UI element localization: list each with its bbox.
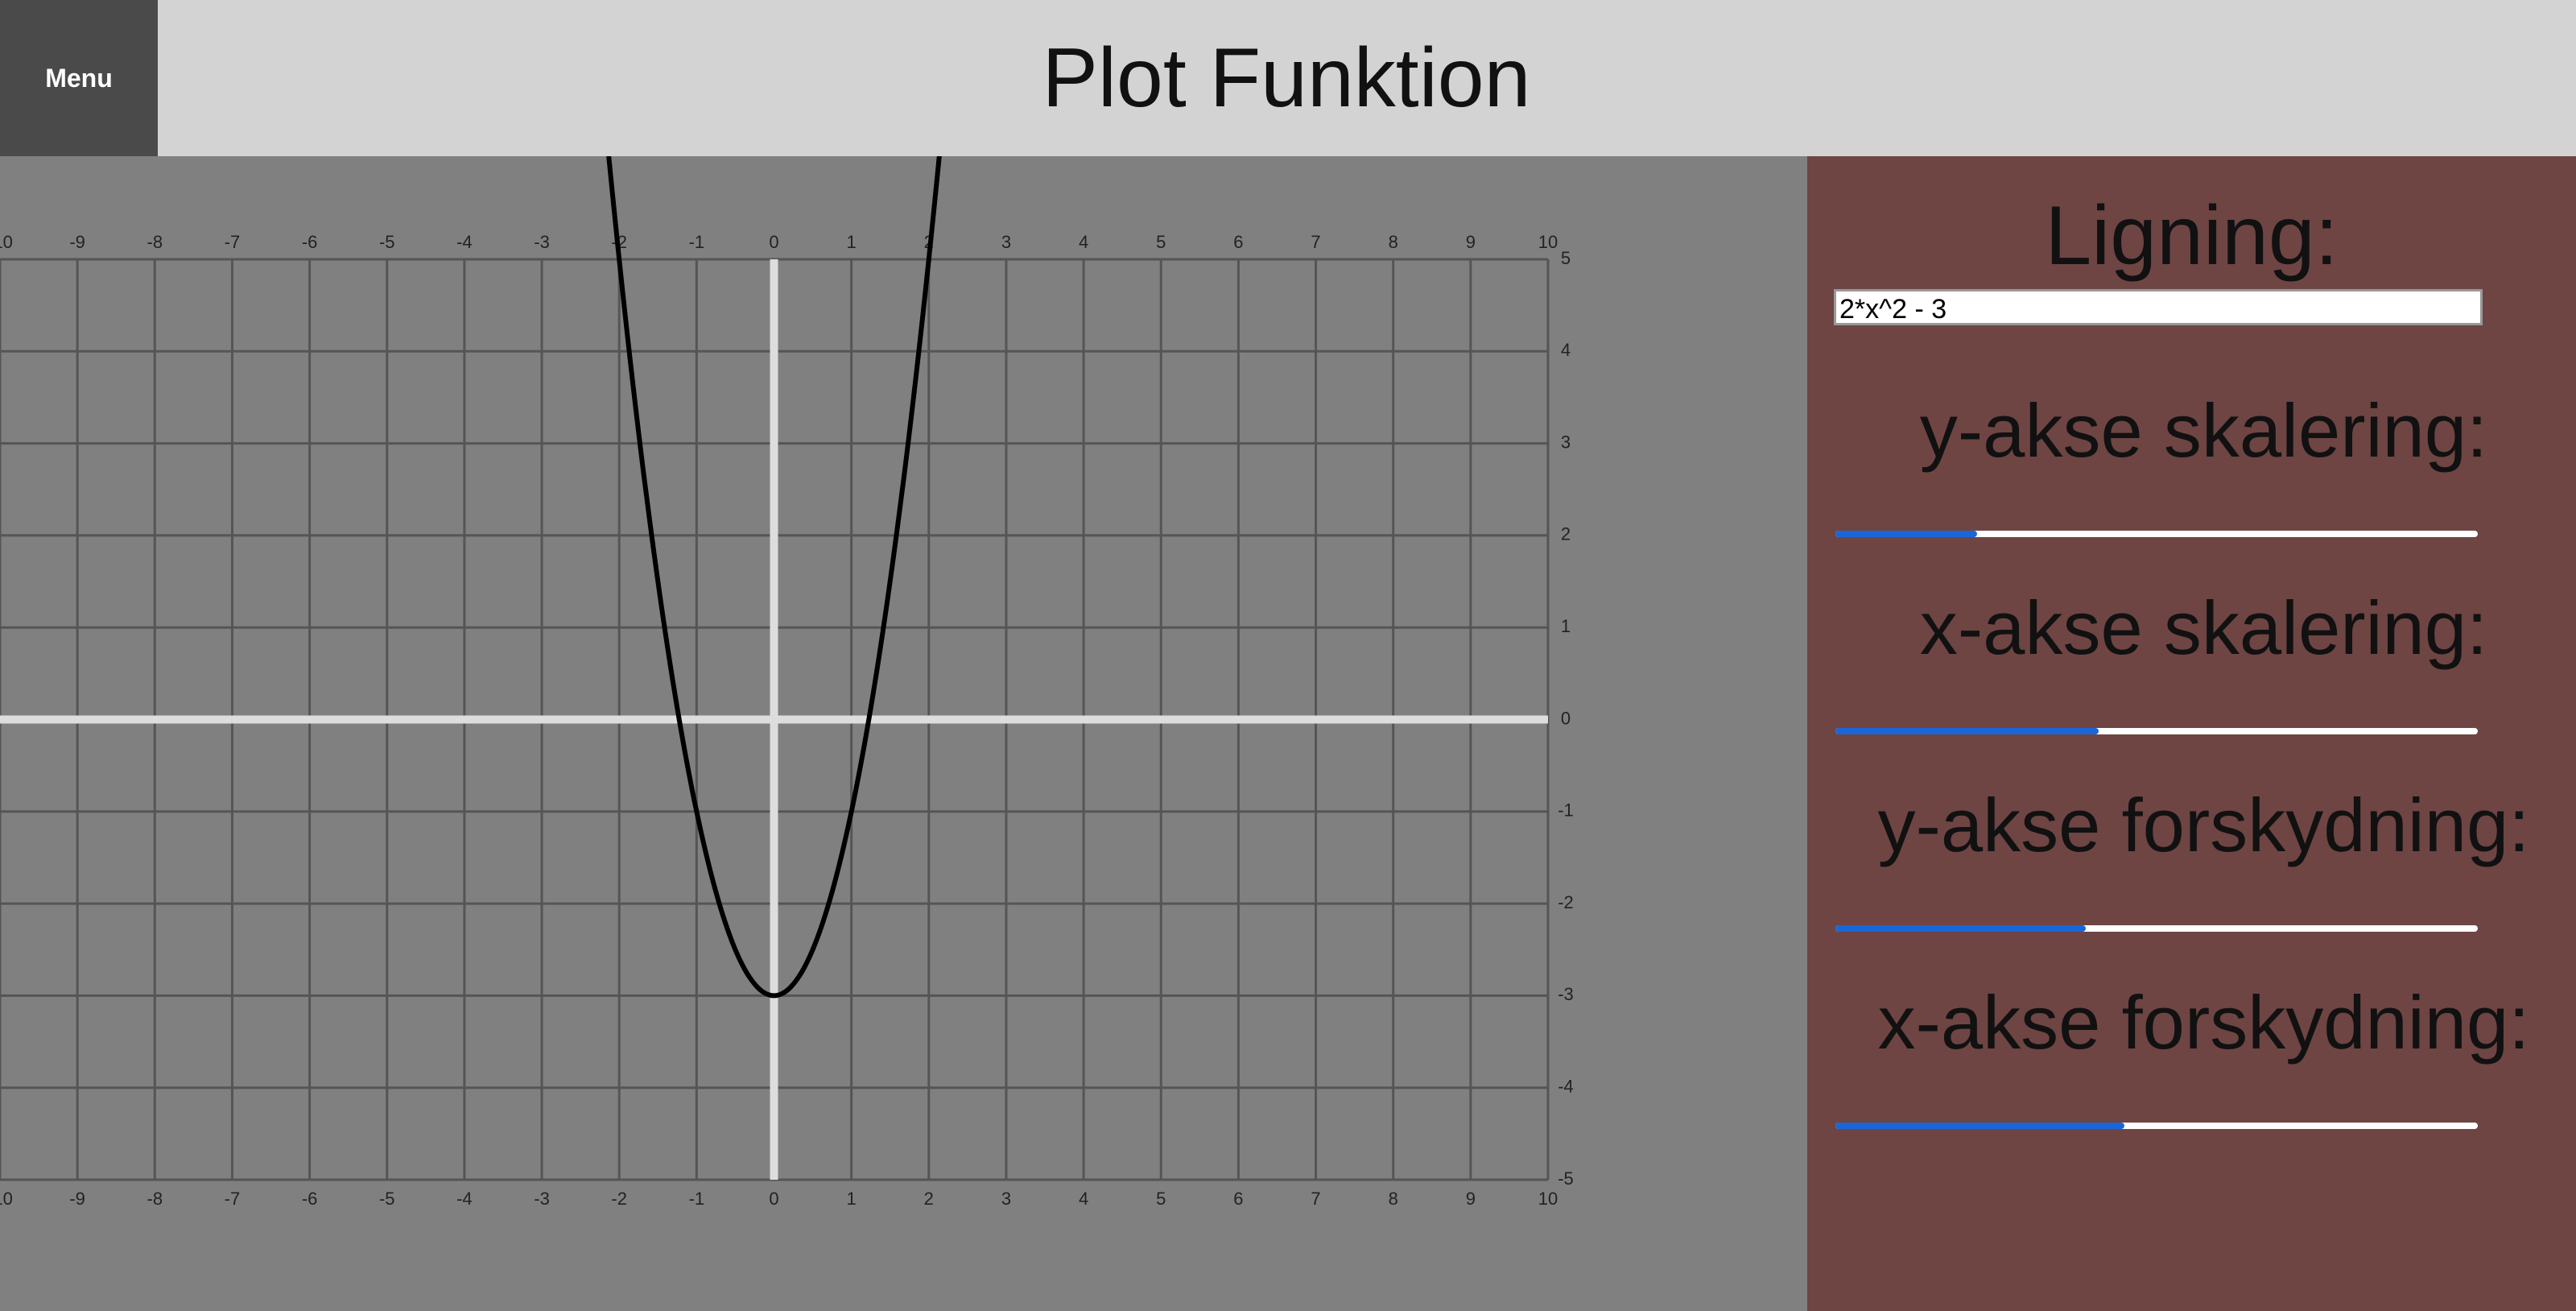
slider[interactable] (1835, 925, 2478, 932)
y-tick-label: 3 (1561, 432, 1571, 452)
slider-fill (1835, 925, 2087, 932)
x-tick-label: -10 (0, 232, 13, 252)
x-tick-label: 3 (1001, 232, 1011, 252)
x-tick-label: -3 (534, 232, 550, 252)
x-tick-label: -2 (611, 1189, 627, 1209)
x-tick-label: -5 (379, 1189, 395, 1209)
x-tick-label: 9 (1466, 232, 1476, 252)
x-tick-label: 8 (1389, 1189, 1398, 1209)
y-tick-label: -5 (1558, 1168, 1574, 1189)
x-tick-label: 5 (1156, 1189, 1166, 1209)
x-tick-label: -3 (534, 1189, 550, 1209)
slider-label: y-akse skalering: (1919, 388, 2488, 473)
slider-label: x-akse skalering: (1919, 585, 2488, 670)
x-tick-label: 10 (1538, 1189, 1558, 1209)
slider-fill (1835, 1123, 2125, 1129)
menu-button[interactable]: Menu (0, 0, 158, 156)
x-tick-label: 6 (1233, 1189, 1243, 1209)
equation-label: Ligning: (2045, 189, 2339, 283)
x-tick-label: 7 (1311, 1189, 1320, 1209)
x-tick-label: 1 (847, 232, 857, 252)
curve (606, 156, 942, 999)
x-tick-label: -8 (147, 1189, 163, 1209)
y-tick-label: -4 (1558, 1077, 1574, 1097)
y-tick-label: -2 (1558, 892, 1574, 912)
x-tick-label: -1 (689, 232, 705, 252)
y-tick-label: 2 (1561, 524, 1571, 544)
slider-label: x-akse forskydning: (1877, 980, 2530, 1065)
x-tick-label: -4 (456, 1189, 473, 1209)
x-tick-label: 4 (1079, 1189, 1088, 1209)
slider[interactable] (1835, 728, 2478, 734)
x-tick-label: 9 (1466, 1189, 1476, 1209)
slider-fill (1835, 728, 2099, 734)
equation-input[interactable]: 2*x^2 - 3 (1834, 289, 2483, 325)
x-tick-label: 8 (1389, 232, 1398, 252)
x-tick-label: -7 (225, 232, 241, 252)
x-tick-label: 4 (1079, 232, 1088, 252)
title: Plot Funktion (1042, 31, 1531, 125)
x-tick-label: 0 (769, 1189, 778, 1209)
x-tick-label: 3 (1001, 1189, 1011, 1209)
x-tick-label: -8 (147, 232, 163, 252)
slider[interactable] (1835, 1123, 2478, 1129)
slider-label: y-akse forskydning: (1877, 783, 2530, 867)
plot: -10-10-9-9-8-8-7-7-6-6-5-5-4-4-3-3-2-2-1… (0, 156, 1574, 1209)
x-tick-label: 6 (1233, 232, 1243, 252)
slider-fill (1835, 531, 1977, 537)
y-tick-label: -1 (1558, 800, 1574, 821)
x-tick-label: -4 (456, 232, 473, 252)
x-tick-label: 7 (1311, 232, 1320, 252)
header: Menu Plot Funktion (0, 0, 2576, 156)
x-tick-label: -1 (689, 1189, 705, 1209)
x-tick-label: -10 (0, 1189, 13, 1209)
y-tick-label: 1 (1561, 616, 1571, 636)
x-tick-label: 5 (1156, 232, 1166, 252)
x-tick-label: -6 (302, 232, 318, 252)
x-tick-label: -6 (302, 1189, 318, 1209)
x-tick-label: -5 (379, 232, 395, 252)
y-tick-label: 0 (1561, 708, 1571, 728)
x-tick-label: 2 (924, 1189, 934, 1209)
x-tick-label: -7 (225, 1189, 241, 1209)
x-tick-label: 0 (769, 232, 778, 252)
y-tick-label: -3 (1558, 984, 1574, 1004)
x-tick-label: -9 (69, 1189, 85, 1209)
y-tick-label: 5 (1561, 248, 1571, 268)
x-tick-label: 10 (1538, 232, 1558, 252)
x-tick-label: 1 (847, 1189, 857, 1209)
slider[interactable] (1835, 531, 2478, 537)
control-panel: Ligning: 2*x^2 - 3 y-akse skalering: x-ak… (1807, 156, 2576, 1311)
y-tick-label: 4 (1561, 340, 1571, 360)
x-tick-label: -9 (69, 232, 85, 252)
